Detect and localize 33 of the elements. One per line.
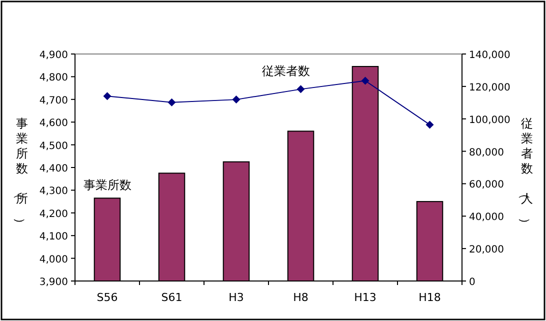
x-tick-label: H8 [293,291,308,304]
y2-tick-label: 100,000 [469,114,510,126]
x-tick-label: S56 [96,291,118,304]
y-tick-label: 4,100 [39,232,68,243]
point [168,98,176,106]
y2-tick-label: 80,000 [469,147,504,158]
point [296,85,305,94]
series-label: 従業者数 [262,64,310,78]
x-tick-label: S61 [161,291,182,304]
series-label: 事業所数 [83,178,132,192]
y-tick-label: 4,600 [39,118,68,130]
y2-tick-label: 40,000 [469,212,504,224]
y-tick-label: 4,400 [39,164,68,174]
x-tick-label: H18 [418,291,441,304]
point [426,120,434,129]
point [232,96,240,104]
y-tick-label: 4,300 [39,186,68,198]
y2-tick-label: 20,000 [469,244,504,256]
x-tick-label: H3 [228,291,244,304]
y-tick-label: 4,000 [39,254,68,266]
y-tick-label: 4,500 [39,140,68,152]
y-tick-label: 4,200 [39,208,68,220]
y2-tick-label: 140,000 [469,50,510,61]
x-tick-label: H13 [354,291,376,304]
y-tick-label: 4,800 [39,72,68,84]
y2-tick-label: 0 [469,277,476,288]
y2-tick-label: 60,000 [469,180,504,191]
point [103,92,112,100]
y-tick-label: 3,900 [39,277,68,288]
y-tick-label: 4,900 [39,50,68,61]
point [361,76,370,85]
y2-tick-label: 120,000 [469,82,510,94]
y-tick-label: 4,700 [39,95,68,106]
